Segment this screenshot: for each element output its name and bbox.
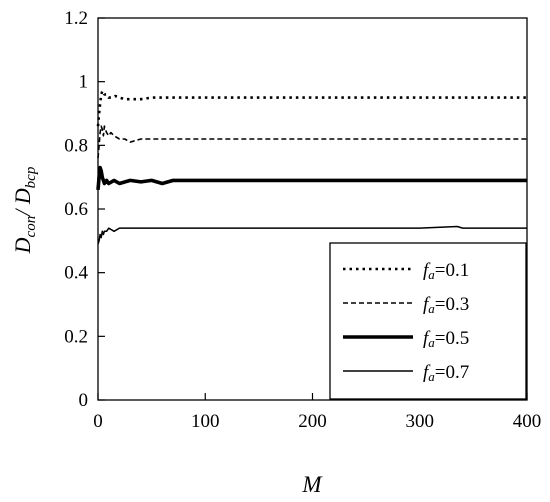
series-layer	[96, 89, 527, 245]
legend-label: fa=0.5	[423, 328, 469, 350]
y-tick-label: 0	[79, 390, 89, 411]
legend-label: fa=0.1	[423, 260, 469, 282]
series-line	[96, 165, 527, 191]
y-tick-label: 0.8	[64, 135, 88, 156]
y-tick-label: 1.2	[64, 8, 88, 29]
legend: fa=0.1 fa=0.3 fa=0.5 fa=0.7	[329, 242, 527, 400]
ticks-layer: 0 0.2 0.4 0.6 0.8 1 1.2 0 100 200 300 400	[64, 8, 541, 432]
x-tick-label: 0	[93, 411, 103, 432]
x-axis-title: M	[301, 472, 323, 497]
legend-label: fa=0.3	[423, 294, 469, 316]
y-tick-label: 0.2	[64, 326, 88, 347]
x-tick-label: 200	[298, 411, 327, 432]
y-tick-label: 0.4	[64, 263, 88, 284]
series-line	[97, 125, 527, 159]
legend-label: fa=0.7	[423, 362, 469, 384]
x-tick-label: 100	[191, 411, 220, 432]
series-line	[96, 89, 527, 127]
x-tick-label: 400	[513, 411, 542, 432]
x-tick-label: 300	[406, 411, 435, 432]
y-tick-label: 0.6	[64, 199, 88, 220]
y-axis-title: Dcon/ Dbcp	[10, 166, 39, 254]
series-line	[97, 225, 527, 245]
y-tick-label: 1	[79, 72, 89, 93]
